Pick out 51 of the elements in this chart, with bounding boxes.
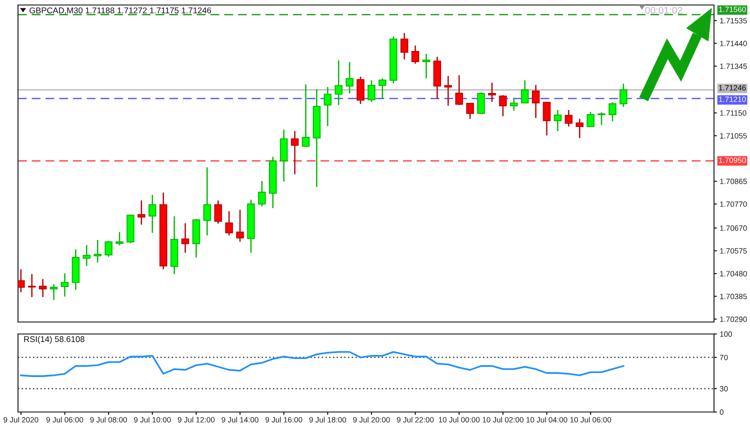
candlestick	[225, 210, 233, 236]
candlestick	[214, 200, 222, 224]
candlestick	[94, 239, 102, 264]
candlestick	[258, 180, 266, 208]
candlestick	[82, 244, 91, 267]
candlestick	[324, 86, 332, 127]
candlestick	[576, 118, 584, 139]
candlestick	[532, 84, 540, 119]
candlestick	[422, 53, 430, 79]
candlestick	[520, 80, 529, 104]
candlestick	[192, 218, 200, 258]
candlestick	[608, 102, 616, 122]
annotation: 00:01:02	[645, 6, 682, 14]
candlestick	[181, 222, 190, 254]
candlestick	[368, 80, 376, 102]
candlestick	[28, 273, 36, 298]
candlestick	[411, 44, 420, 64]
candlestick	[236, 209, 244, 242]
candlestick	[542, 102, 551, 136]
candlestick	[334, 60, 342, 106]
candlestick	[477, 92, 485, 114]
candlestick	[455, 74, 463, 106]
candlestick	[499, 94, 507, 117]
candlestick	[400, 32, 408, 60]
candlestick	[586, 111, 594, 128]
candlestick	[302, 84, 310, 148]
candlestick	[378, 78, 386, 99]
candlestick	[116, 231, 124, 246]
candlestick	[444, 75, 452, 106]
chart-title: GBPCAD,M30 1.71188 1.71272 1.71175 1.71246	[30, 7, 212, 14]
chart-title: RSI(14) 58.6108	[24, 336, 84, 344]
candlestick	[488, 82, 496, 102]
candlestick	[466, 102, 474, 120]
candlestick	[598, 112, 606, 126]
candlestick	[104, 240, 112, 258]
candlestick	[138, 200, 146, 226]
candlestick	[18, 268, 25, 293]
candlestick	[50, 283, 58, 301]
candlestick	[38, 278, 47, 298]
candlestick	[554, 109, 562, 132]
candlestick	[290, 130, 299, 175]
candlestick	[346, 61, 354, 94]
candlestick	[60, 272, 69, 298]
candlestick	[148, 194, 156, 234]
candlestick	[510, 98, 518, 112]
candlestick	[356, 76, 364, 105]
candlestick	[203, 166, 212, 236]
candlestick	[620, 83, 628, 108]
candlestick	[280, 129, 288, 182]
candlestick	[564, 109, 573, 128]
line-series	[20, 351, 624, 377]
